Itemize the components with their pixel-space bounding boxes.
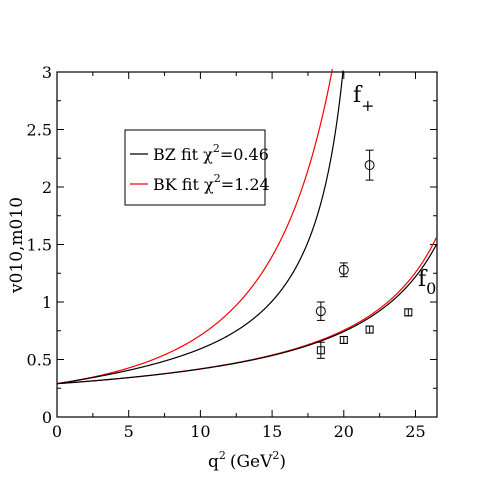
x-tick-label: 25 bbox=[405, 422, 425, 441]
legend-entry-bz-label: BZ fit χ bbox=[153, 145, 213, 164]
fzero-data-point bbox=[365, 325, 374, 334]
legend-entry-bk: BK fit χ2=1.24 bbox=[153, 172, 270, 194]
legend-box bbox=[124, 129, 266, 206]
fzero-data-point bbox=[316, 346, 325, 355]
legend-entry-bk-label: BK fit χ bbox=[153, 175, 214, 194]
legend-entry-bz-sup: 2 bbox=[213, 142, 220, 155]
x-tick-label: 10 bbox=[190, 422, 210, 441]
curve-label-fzero-f: f bbox=[418, 267, 428, 292]
curve-label-fplus: f+ bbox=[353, 83, 375, 115]
x-tick-label: 15 bbox=[262, 422, 282, 441]
curve-label-fzero: f0 bbox=[418, 267, 436, 298]
y-tick-label: 1 bbox=[42, 293, 52, 312]
y-tick-label: 3 bbox=[42, 63, 52, 82]
curve-label-fplus-f: f bbox=[353, 83, 363, 108]
y-axis-ticks: 0 0.5 1 1.5 2 2.5 3 bbox=[27, 63, 437, 427]
fplus-data-point bbox=[338, 264, 349, 275]
legend-entry-bk-sup: 2 bbox=[214, 172, 221, 185]
x-tick-label: 5 bbox=[124, 422, 134, 441]
bz-fit-fplus-curve bbox=[56, 70, 344, 385]
y-tick-label: 2.5 bbox=[27, 121, 52, 140]
x-axis-title-unit-close: ) bbox=[279, 452, 286, 472]
x-axis-title-unit-sup: 2 bbox=[272, 449, 279, 462]
y-tick-label: 2 bbox=[42, 178, 52, 197]
x-axis-title-var-sup: 2 bbox=[219, 449, 226, 462]
fit-curves bbox=[56, 69, 437, 385]
y-tick-label: 1.5 bbox=[27, 236, 52, 255]
fzero-data-point bbox=[404, 308, 413, 317]
x-tick-label: 20 bbox=[334, 422, 354, 441]
legend-entry-bk-value: =1.24 bbox=[221, 175, 270, 194]
data-points bbox=[315, 149, 413, 359]
x-axis-title-unit: (GeV bbox=[230, 452, 273, 472]
fplus-data-point bbox=[315, 306, 326, 317]
x-tick-label: 0 bbox=[52, 422, 62, 441]
plot-frame bbox=[56, 71, 438, 418]
curve-label-fplus-sub: + bbox=[361, 96, 374, 115]
x-axis-title: q2 (GeV2) bbox=[208, 449, 286, 472]
y-axis-title: v010,m010 bbox=[7, 197, 27, 294]
x-axis-ticks: 0 5 10 15 20 25 bbox=[52, 72, 426, 441]
y-tick-label: 0 bbox=[42, 408, 52, 427]
fplus-data-point bbox=[364, 160, 375, 171]
legend: BZ fit χ2=0.46 BK fit χ2=1.24 bbox=[124, 129, 270, 206]
bz-fit-fzero-curve bbox=[56, 244, 437, 385]
y-tick-label: 0.5 bbox=[27, 351, 52, 370]
bk-fit-fplus-curve bbox=[56, 69, 333, 385]
curve-label-fzero-sub: 0 bbox=[426, 279, 436, 298]
fzero-data-point bbox=[339, 335, 348, 344]
x-axis-title-var: q bbox=[208, 452, 219, 472]
legend-entry-bz-value: =0.46 bbox=[220, 145, 269, 164]
legend-entry-bz: BZ fit χ2=0.46 bbox=[153, 142, 269, 164]
